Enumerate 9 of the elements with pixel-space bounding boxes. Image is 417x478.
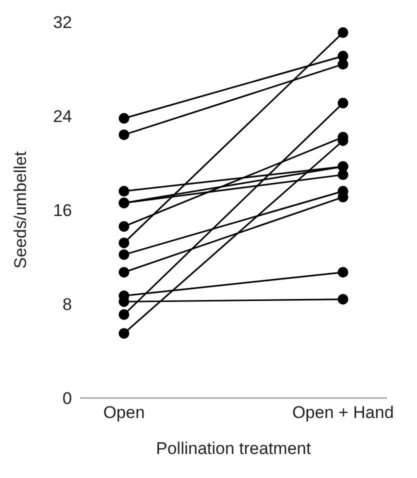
x-axis-title: Pollination treatment	[156, 439, 312, 458]
x-tick-label: Open	[103, 403, 145, 422]
y-axis-title: Seeds/umbellet	[11, 151, 30, 269]
y-tick-label: 8	[62, 295, 72, 314]
y-tick-label: 16	[53, 201, 72, 220]
y-tick-label: 0	[62, 389, 72, 408]
y-tick-label: 24	[53, 107, 72, 126]
x-tick-label: Open + Hand	[292, 403, 394, 422]
y-tick-label: 32	[53, 13, 72, 32]
